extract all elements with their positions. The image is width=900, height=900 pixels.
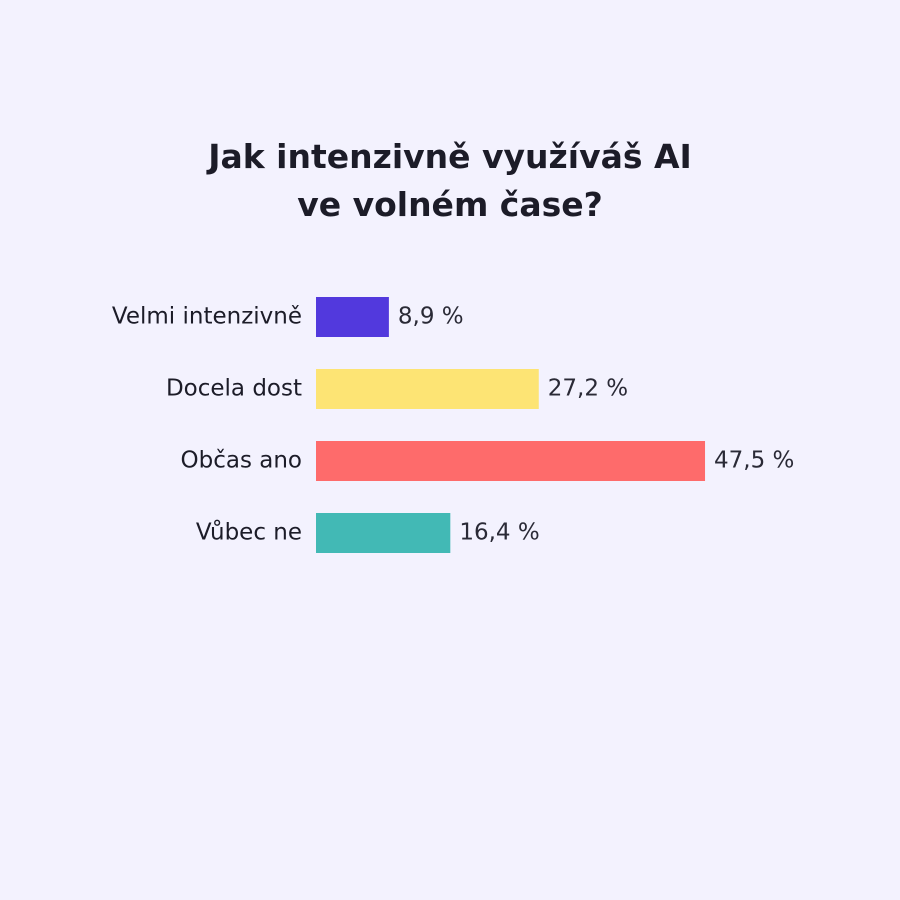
category-label: Velmi intenzivně (112, 304, 302, 330)
value-label: 8,9 % (398, 304, 464, 330)
chart-title: Jak intenzivně využíváš AI (206, 137, 692, 176)
chart-title: ve volném čase? (297, 185, 603, 224)
category-label: Vůbec ne (196, 519, 302, 546)
bar (316, 369, 539, 409)
value-label: 47,5 % (714, 448, 794, 474)
value-label: 27,2 % (548, 376, 628, 402)
category-label: Docela dost (166, 376, 302, 402)
category-label: Občas ano (181, 448, 302, 474)
bar (316, 513, 451, 553)
value-label: 16,4 % (459, 520, 539, 546)
bar (316, 297, 389, 337)
bar (316, 441, 706, 481)
